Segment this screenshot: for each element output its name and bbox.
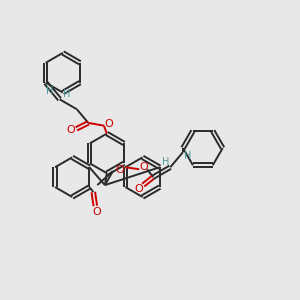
Text: H: H <box>184 151 192 161</box>
Text: O: O <box>66 125 75 135</box>
Text: O: O <box>116 165 124 175</box>
Text: O: O <box>140 162 148 172</box>
Text: O: O <box>104 119 113 129</box>
Text: H: H <box>63 89 70 99</box>
Text: H: H <box>162 157 169 167</box>
Text: O: O <box>134 184 142 194</box>
Text: H: H <box>46 85 53 96</box>
Text: O: O <box>92 207 101 217</box>
